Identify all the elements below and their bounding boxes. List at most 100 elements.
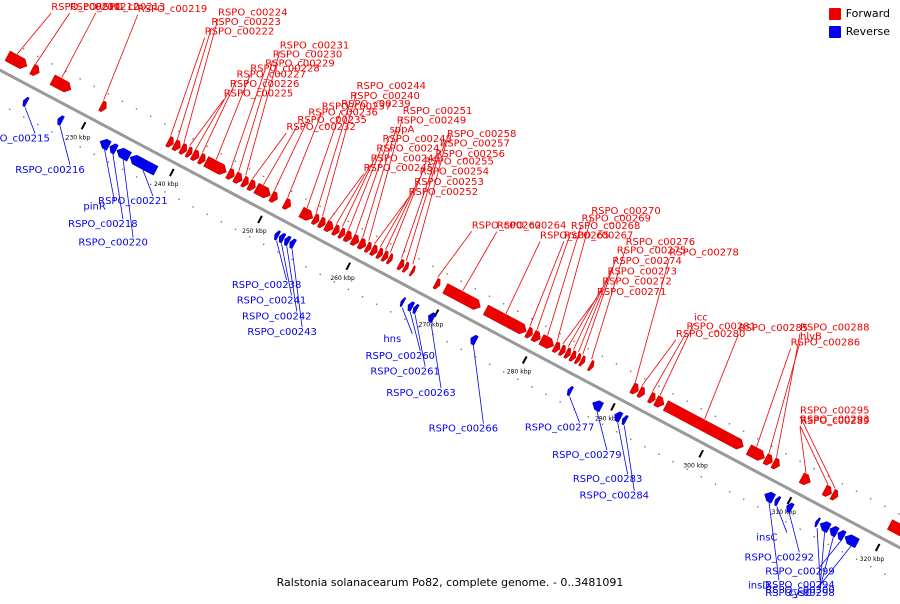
reverse-gene-label: insD bbox=[748, 581, 770, 592]
reverse-gene-leader bbox=[617, 422, 628, 475]
track-dot bbox=[531, 318, 533, 320]
forward-gene-leader bbox=[263, 125, 298, 185]
forward-gene-label: RSPO_c00267 bbox=[564, 230, 634, 241]
forward-gene-leader bbox=[16, 12, 52, 55]
forward-gene-arrow bbox=[578, 355, 586, 367]
forward-gene-leader bbox=[342, 154, 377, 227]
forward-gene-label: RSPO_c00251 bbox=[403, 106, 473, 117]
forward-gene-arrow bbox=[745, 444, 765, 461]
reverse-gene-arrow bbox=[274, 230, 282, 241]
forward-gene-leader bbox=[582, 256, 618, 355]
scale-tick-label: 290 kbp bbox=[595, 416, 620, 423]
forward-gene-leader bbox=[238, 60, 274, 172]
track-dot bbox=[841, 483, 844, 485]
track-dot bbox=[361, 296, 364, 298]
forward-gene-leader bbox=[704, 333, 739, 420]
forward-gene-arrow bbox=[189, 149, 200, 162]
reverse-gene-label: RSPO_c00279 bbox=[552, 450, 622, 461]
track-dot bbox=[51, 63, 53, 65]
forward-gene-label: RSPO_c00273 bbox=[608, 267, 678, 278]
reverse-gene-arrow bbox=[829, 526, 840, 538]
forward-gene-leader bbox=[591, 247, 626, 360]
forward-gene-label: RSPO_c00286 bbox=[791, 338, 861, 349]
forward-gene-label: RSPO_c00247 bbox=[376, 144, 446, 155]
track-dot bbox=[898, 513, 900, 515]
track-dot bbox=[375, 235, 378, 237]
reverse-gene-arrow bbox=[99, 138, 112, 151]
reverse-gene-leader bbox=[24, 107, 36, 134]
reverse-gene-arrow bbox=[428, 312, 437, 324]
track-dot bbox=[686, 468, 688, 470]
forward-gene-leader bbox=[177, 27, 212, 140]
forward-gene-leader bbox=[529, 241, 565, 327]
forward-gene-label: RSPO_c00274 bbox=[612, 256, 682, 267]
track-dot bbox=[220, 221, 222, 223]
track-dot bbox=[234, 160, 237, 163]
forward-gene-leader bbox=[202, 80, 237, 153]
track-dot bbox=[488, 295, 491, 297]
forward-gene-label: RSPO_c00226 bbox=[230, 79, 300, 90]
forward-gene-leader bbox=[799, 416, 836, 489]
reverse-gene-label: RSPO_c00277 bbox=[525, 423, 595, 434]
forward-gene-arrow bbox=[268, 190, 278, 203]
forward-gene-leader bbox=[368, 116, 404, 241]
reverse-gene-label: RSPO_c00243 bbox=[247, 327, 317, 338]
track-dot bbox=[262, 175, 265, 178]
forward-gene-leader bbox=[230, 69, 266, 168]
reverse-gene-label: RSPO_c00263 bbox=[386, 388, 456, 399]
forward-gene-arrow bbox=[232, 171, 243, 184]
track-dot bbox=[601, 423, 604, 425]
forward-gene-label: RSPO_c00256 bbox=[436, 149, 506, 160]
forward-gene-label: RSPO_c00212 bbox=[70, 2, 140, 13]
forward-gene-arrow bbox=[323, 219, 334, 233]
forward-gene-arrow bbox=[240, 175, 249, 188]
forward-gene-label: icc bbox=[694, 312, 708, 323]
track-dot bbox=[390, 243, 392, 245]
forward-gene-leader bbox=[336, 164, 371, 224]
forward-gene-label: RSPO_c00228 bbox=[250, 64, 320, 75]
forward-gene-leader bbox=[61, 12, 97, 78]
reverse-gene-arrow bbox=[289, 238, 297, 250]
track-dot bbox=[855, 558, 858, 560]
track-dot bbox=[248, 168, 251, 170]
reverse-gene-leader bbox=[788, 513, 800, 553]
scale-tick-label: 300 kbp bbox=[683, 462, 708, 469]
forward-gene-arrow bbox=[629, 382, 639, 395]
track-dot bbox=[150, 115, 152, 118]
track-dot bbox=[728, 491, 731, 493]
forward-gene-arrow bbox=[4, 50, 28, 69]
forward-gene-arrow bbox=[310, 213, 320, 225]
scale-tick-label: 320 kbp bbox=[860, 556, 885, 563]
forward-gene-label: RSPO_c00230 bbox=[273, 50, 343, 61]
reverse-gene-arrow bbox=[116, 147, 132, 162]
forward-gene-arrow bbox=[401, 261, 410, 273]
forward-gene-arrow bbox=[538, 334, 554, 349]
reverse-gene-leader bbox=[414, 314, 426, 367]
track-dot bbox=[135, 176, 138, 178]
reverse-gene-arrow bbox=[819, 521, 832, 534]
track-dot bbox=[460, 348, 462, 350]
track-dot bbox=[700, 408, 702, 410]
track-dot bbox=[192, 138, 194, 140]
reverse-gene-label: RSPO_c00266 bbox=[429, 424, 499, 435]
track-dot bbox=[390, 311, 392, 313]
legend: Forward Reverse bbox=[828, 6, 890, 42]
reverse-gene-leader bbox=[776, 506, 788, 533]
track-dot bbox=[51, 131, 53, 133]
track-dot bbox=[206, 145, 208, 148]
forward-gene-leader bbox=[556, 216, 592, 341]
reverse-swatch bbox=[828, 25, 841, 38]
forward-gene-arrow bbox=[385, 253, 394, 265]
reverse-gene-arrow bbox=[22, 96, 30, 108]
forward-gene-arrow bbox=[762, 453, 773, 466]
reverse-gene-arrow bbox=[284, 235, 292, 247]
reverse-gene-label: RSPO_c00241 bbox=[237, 296, 307, 307]
reverse-gene-leader bbox=[112, 154, 124, 220]
forward-gene-arrow bbox=[886, 519, 900, 537]
scale-tick bbox=[698, 449, 704, 458]
track-dot bbox=[23, 116, 25, 118]
track-dot bbox=[587, 416, 590, 418]
forward-gene-label: RSPO_c00227 bbox=[237, 69, 307, 80]
forward-gene-leader bbox=[195, 89, 231, 150]
forward-gene-arrow bbox=[49, 74, 72, 93]
